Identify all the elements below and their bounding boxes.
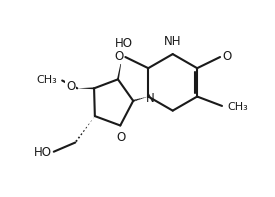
Text: O: O: [114, 50, 123, 63]
Text: CH₃: CH₃: [36, 74, 57, 85]
Polygon shape: [117, 56, 122, 80]
Text: O: O: [66, 80, 75, 93]
Text: HO: HO: [34, 146, 51, 159]
Text: CH₃: CH₃: [228, 102, 249, 112]
Text: N: N: [145, 92, 154, 105]
Text: O: O: [222, 50, 231, 63]
Polygon shape: [77, 87, 94, 89]
Text: O: O: [117, 131, 126, 144]
Text: NH: NH: [164, 35, 182, 48]
Text: HO: HO: [115, 37, 133, 50]
